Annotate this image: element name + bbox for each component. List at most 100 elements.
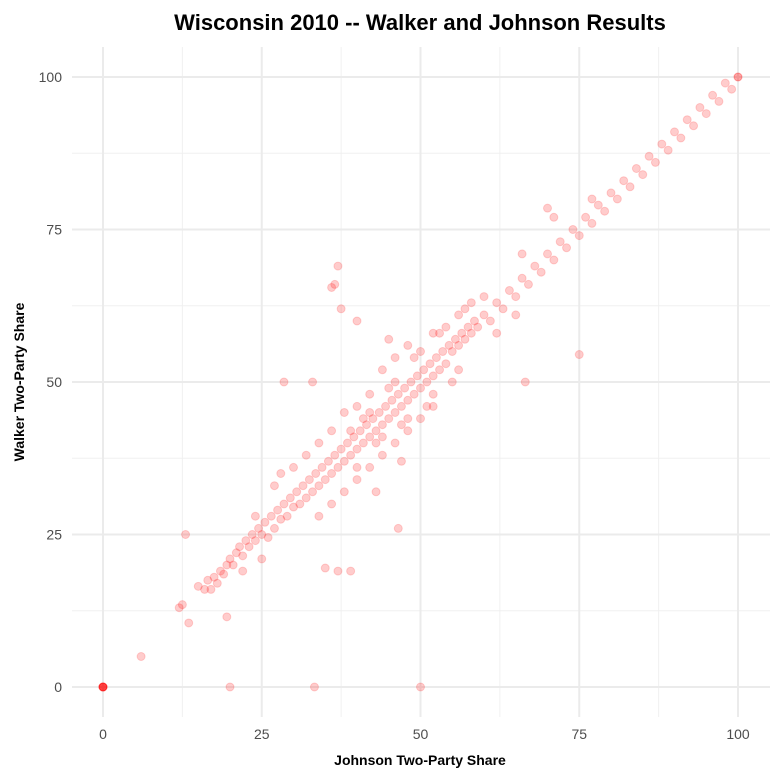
data-point	[441, 322, 451, 332]
data-point	[400, 383, 410, 393]
data-point	[619, 176, 629, 186]
data-point	[441, 359, 451, 369]
data-point	[390, 408, 400, 417]
y-tick-label: 0	[54, 679, 62, 695]
data-point	[562, 243, 572, 253]
data-point	[352, 475, 362, 485]
data-point	[374, 408, 384, 417]
data-point	[301, 493, 311, 503]
data-point	[454, 340, 464, 350]
data-point	[269, 481, 279, 491]
data-point	[257, 530, 267, 539]
data-point	[428, 401, 438, 411]
data-point	[403, 414, 413, 424]
data-point	[695, 103, 705, 112]
data-point	[403, 426, 413, 436]
data-point	[266, 511, 276, 521]
data-point	[511, 292, 521, 302]
data-point	[523, 279, 533, 289]
data-point	[222, 560, 232, 570]
data-point	[682, 115, 692, 125]
data-point	[314, 438, 324, 448]
data-point	[517, 249, 527, 259]
data-point	[219, 569, 229, 579]
data-point	[295, 499, 305, 509]
data-point	[260, 517, 270, 527]
x-tick-label: 100	[726, 726, 750, 742]
data-point	[352, 401, 362, 411]
data-point	[377, 450, 387, 460]
data-point	[289, 462, 298, 472]
data-point	[466, 298, 476, 308]
data-point	[304, 475, 314, 485]
data-point	[355, 426, 365, 436]
data-point	[644, 151, 654, 161]
data-point	[384, 383, 394, 393]
data-point	[403, 340, 413, 350]
x-tick-label: 50	[413, 726, 429, 742]
x-tick-label: 0	[99, 726, 107, 742]
data-point	[714, 96, 724, 106]
data-point	[346, 566, 356, 576]
data-point	[285, 493, 295, 503]
data-point	[625, 182, 635, 192]
data-point	[466, 328, 476, 338]
data-point	[98, 682, 108, 692]
data-point	[396, 420, 406, 430]
data-point	[276, 514, 286, 524]
data-point	[352, 316, 362, 326]
data-point	[222, 612, 232, 622]
data-point	[676, 133, 686, 143]
data-point	[212, 578, 222, 588]
data-point	[298, 481, 308, 491]
data-point	[485, 316, 495, 326]
data-point	[98, 682, 108, 692]
data-point	[225, 682, 235, 692]
data-point	[581, 212, 591, 222]
data-point	[273, 505, 283, 515]
data-point	[425, 359, 435, 369]
data-point	[663, 145, 673, 155]
data-point	[396, 401, 406, 411]
data-point	[593, 200, 603, 210]
data-point	[327, 426, 337, 436]
data-point	[235, 542, 245, 552]
data-point	[371, 426, 381, 436]
data-point	[225, 554, 235, 564]
data-point	[428, 371, 438, 381]
data-point	[650, 157, 660, 167]
data-point	[333, 261, 343, 271]
data-point	[228, 560, 238, 570]
data-point	[587, 194, 597, 204]
data-point	[317, 462, 327, 472]
data-point	[435, 365, 445, 375]
data-point	[381, 401, 391, 411]
data-point	[301, 450, 311, 460]
data-point	[504, 286, 514, 295]
data-point	[320, 475, 330, 485]
data-point	[574, 231, 584, 241]
data-point	[244, 542, 254, 552]
data-point	[177, 600, 187, 610]
data-point	[720, 78, 730, 88]
ticks: 0 25 50 75 100 0 25 50 75 100	[39, 69, 750, 742]
data-point	[457, 328, 467, 338]
data-point	[377, 432, 387, 442]
data-point	[371, 487, 381, 497]
data-point	[416, 347, 425, 356]
data-point	[511, 310, 521, 320]
data-point	[631, 164, 641, 173]
data-point	[193, 581, 203, 591]
data-point	[708, 90, 718, 100]
data-point	[352, 462, 362, 472]
data-point	[333, 462, 343, 472]
data-point	[308, 377, 318, 387]
data-point	[568, 225, 578, 234]
data-point	[416, 383, 425, 393]
data-point	[412, 371, 422, 381]
data-point	[406, 377, 416, 387]
data-point	[342, 438, 352, 448]
data-point	[733, 72, 743, 82]
